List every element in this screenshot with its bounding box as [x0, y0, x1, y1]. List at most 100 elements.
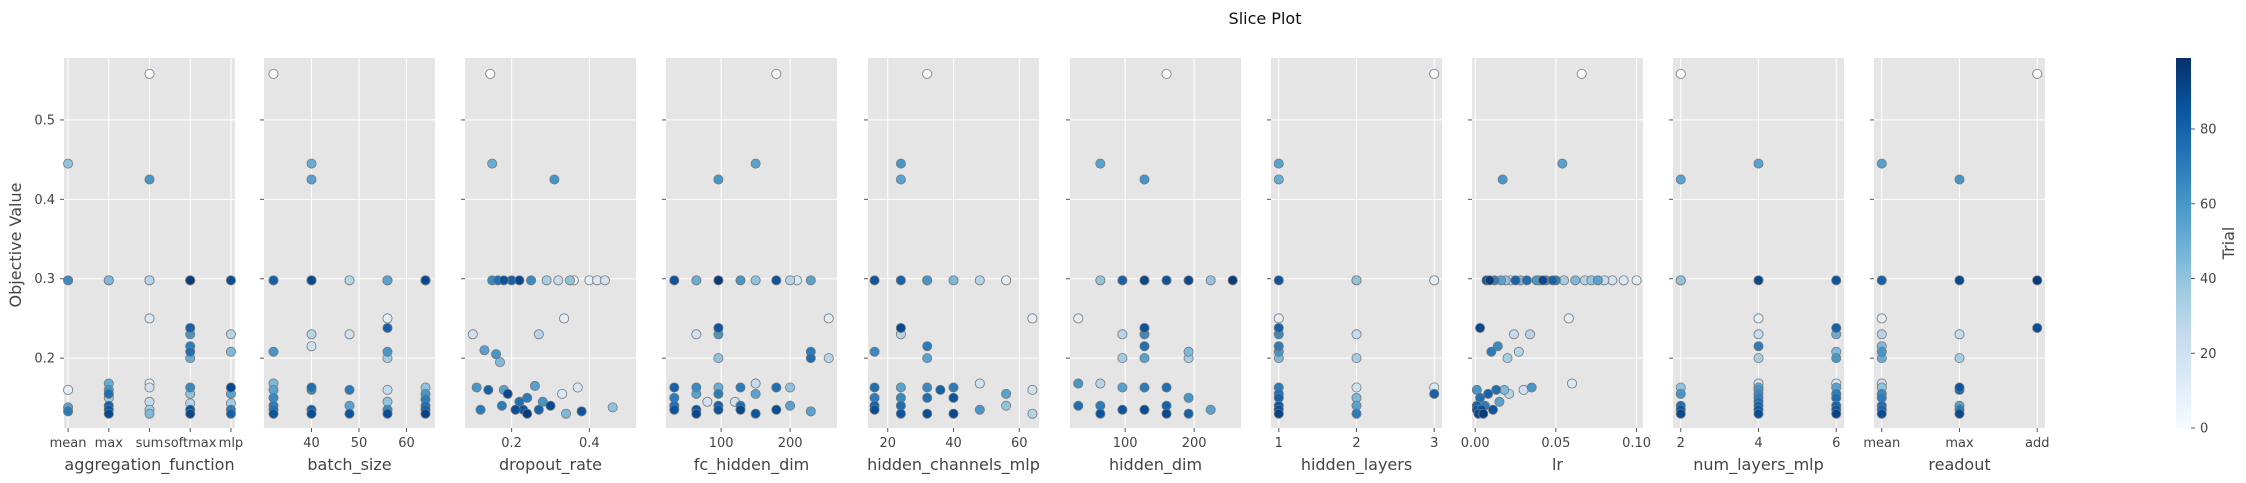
data-point — [1954, 353, 1965, 364]
data-point — [306, 174, 317, 185]
data-point — [1095, 158, 1106, 169]
data-point — [869, 404, 880, 415]
data-point — [1161, 68, 1172, 79]
data-point — [1351, 382, 1362, 393]
data-point — [553, 275, 564, 286]
data-point — [1139, 174, 1150, 185]
data-point — [1273, 275, 1284, 286]
y-tick-label: 0.5 — [34, 113, 55, 128]
data-point — [268, 408, 279, 419]
data-point — [471, 382, 482, 393]
panel-num_layers_mlp: 2 4 6 num_layers_mlp — [1669, 58, 1844, 475]
data-point — [922, 68, 933, 79]
data-point — [268, 68, 279, 79]
data-point — [1563, 313, 1574, 324]
data-point — [935, 384, 946, 395]
x-tick-label: 20 — [879, 436, 896, 451]
data-point — [1183, 346, 1194, 357]
data-point — [771, 68, 782, 79]
x-tick-label: max — [95, 436, 124, 451]
data-point — [1027, 384, 1038, 395]
data-point — [1273, 341, 1284, 352]
data-point — [1753, 313, 1764, 324]
data-point — [1502, 353, 1513, 364]
x-axis-label: num_layers_mlp — [1693, 455, 1824, 475]
data-point — [1831, 322, 1842, 333]
data-point — [713, 353, 724, 364]
data-point — [702, 396, 713, 407]
data-point — [735, 382, 746, 393]
data-point — [974, 275, 985, 286]
data-point — [1351, 329, 1362, 340]
data-point — [869, 382, 880, 393]
data-point — [268, 275, 279, 286]
data-point — [948, 275, 959, 286]
data-point — [533, 329, 544, 340]
x-tick-label: 2 — [1677, 436, 1685, 451]
data-point — [514, 275, 525, 286]
data-point — [479, 345, 490, 356]
panel-background — [264, 58, 435, 428]
x-axis-label: dropout_rate — [499, 455, 602, 475]
data-point — [1492, 341, 1503, 352]
data-point — [144, 174, 155, 185]
x-tick-label: 100 — [1113, 436, 1138, 451]
data-point — [1351, 408, 1362, 419]
data-point — [1273, 313, 1284, 324]
data-point — [1073, 378, 1084, 389]
data-point — [823, 313, 834, 324]
x-tick-label: 40 — [945, 436, 962, 451]
data-point — [1631, 275, 1642, 286]
data-point — [1001, 400, 1012, 411]
data-point — [475, 404, 486, 415]
data-point — [1675, 68, 1686, 79]
data-point — [483, 384, 494, 395]
data-point — [823, 353, 834, 364]
data-point — [1675, 408, 1686, 419]
data-point — [382, 384, 393, 395]
x-tick-label: sum — [136, 436, 164, 451]
data-point — [545, 400, 556, 411]
x-tick-label: 0.05 — [1541, 436, 1570, 451]
data-point — [691, 329, 702, 340]
data-point — [691, 382, 702, 393]
data-point — [1183, 392, 1194, 403]
data-point — [1205, 404, 1216, 415]
data-point — [494, 357, 505, 368]
y-tick-label: 0.2 — [34, 352, 55, 367]
x-tick-label: 200 — [1182, 436, 1207, 451]
data-point — [1139, 322, 1150, 333]
data-point — [559, 313, 570, 324]
colorbar-tick-label: 60 — [2200, 197, 2217, 212]
data-point — [2032, 322, 2043, 333]
data-point — [1954, 382, 1965, 393]
data-point — [1183, 408, 1194, 419]
x-tick-label: softmax — [164, 436, 217, 451]
data-point — [1161, 408, 1172, 419]
data-point — [1001, 388, 1012, 399]
data-point — [1227, 275, 1238, 286]
data-point — [1001, 275, 1012, 286]
data-point — [225, 346, 236, 357]
colorbar-tick-label: 80 — [2200, 123, 2217, 138]
data-point — [522, 392, 533, 403]
data-point — [561, 408, 572, 419]
data-point — [948, 382, 959, 393]
data-point — [1161, 382, 1172, 393]
data-point — [541, 275, 552, 286]
data-point — [564, 275, 575, 286]
data-point — [1486, 346, 1497, 357]
x-tick-label: 60 — [1011, 436, 1028, 451]
data-point — [1521, 275, 1532, 286]
data-point — [1831, 275, 1842, 286]
data-point — [144, 275, 155, 286]
data-point — [691, 408, 702, 419]
data-point — [599, 275, 610, 286]
data-point — [344, 384, 355, 395]
data-point — [576, 406, 587, 417]
data-point — [498, 275, 509, 286]
panel-background — [1472, 58, 1643, 428]
data-point — [382, 408, 393, 419]
data-point — [785, 400, 796, 411]
